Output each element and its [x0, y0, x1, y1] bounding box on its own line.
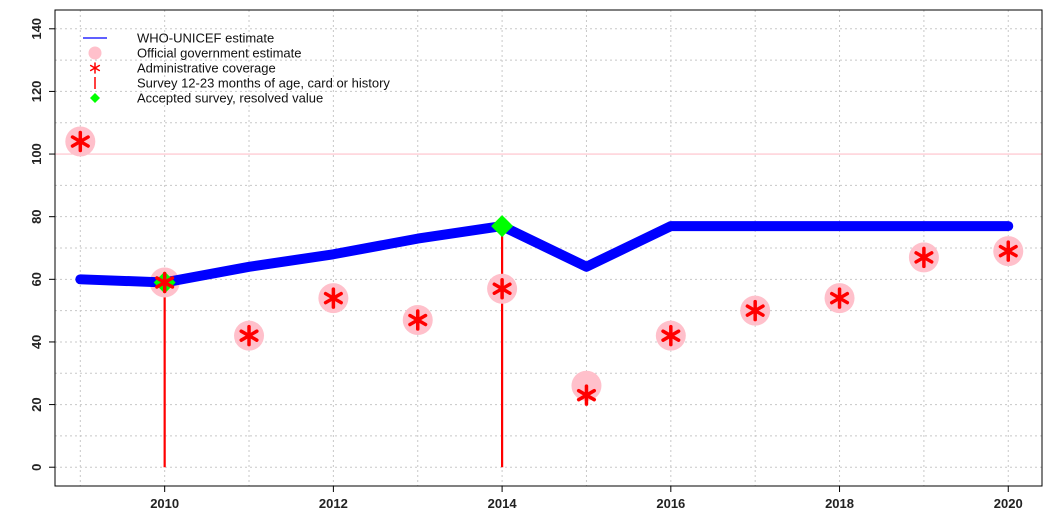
y-tick-label: 100	[29, 143, 44, 165]
admin-coverage-point	[576, 384, 597, 406]
admin-coverage-point	[239, 324, 259, 347]
who-unicef-line	[75, 221, 1014, 288]
x-tick-label: 2016	[656, 496, 685, 511]
y-tick-label: 0	[29, 464, 44, 471]
legend-label: Administrative coverage	[137, 61, 276, 76]
y-tick-label: 60	[29, 272, 44, 286]
admin-coverage-point	[998, 240, 1018, 262]
admin-coverage-point	[408, 309, 428, 331]
legend-swatch-point	[88, 46, 102, 60]
x-tick-label: 2020	[994, 496, 1023, 511]
x-tick-label: 2012	[319, 496, 348, 511]
y-tick-label: 20	[29, 397, 44, 411]
legend-label: Accepted survey, resolved value	[137, 91, 323, 106]
y-tick-label: 40	[29, 335, 44, 349]
legend-label: Survey 12-23 months of age, card or hist…	[137, 76, 390, 91]
legend-swatch-asterisk	[89, 62, 101, 74]
admin-coverage-point	[155, 271, 175, 294]
admin-coverage-point	[829, 287, 850, 309]
y-tick-label: 80	[29, 209, 44, 223]
legend-label: WHO-UNICEF estimate	[137, 31, 274, 46]
y-tick-label: 120	[29, 81, 44, 103]
legend-swatch-diamond	[90, 93, 100, 103]
admin-coverage-point	[661, 324, 681, 347]
admin-coverage-point	[492, 277, 512, 300]
accepted-survey-diamond	[491, 215, 514, 238]
admin-coverage-point	[323, 287, 343, 309]
admin-coverage-point	[70, 130, 90, 153]
plot-frame	[54, 9, 1043, 487]
x-tick-label: 2018	[825, 496, 854, 511]
y-tick-label: 140	[29, 18, 44, 40]
x-tick-label: 2014	[488, 496, 518, 511]
legend-label: Official government estimate	[137, 46, 302, 61]
x-tick-label: 2010	[150, 496, 179, 511]
admin-coverage-point	[914, 246, 934, 269]
admin-coverage-point	[745, 299, 765, 322]
